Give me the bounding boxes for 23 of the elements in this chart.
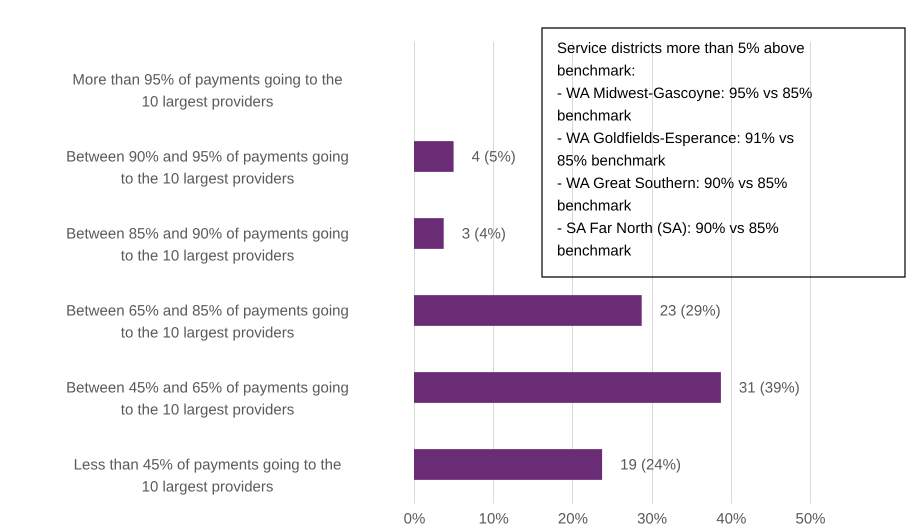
- y-tick-label: Between 65% and 85% of payments going to the 10 largest providers: [66, 302, 349, 342]
- x-tick-label: 30%: [637, 510, 668, 526]
- x-tick-label: 20%: [558, 510, 588, 526]
- data-label: 19 (24%): [620, 456, 681, 474]
- bar: [414, 372, 721, 403]
- x-tick-label: 10%: [478, 510, 509, 526]
- x-tick-label: 0%: [404, 510, 426, 526]
- bar: [414, 141, 454, 172]
- data-label: 4 (5%): [472, 148, 516, 166]
- bar: [414, 218, 444, 249]
- data-label: 3 (4%): [462, 226, 506, 242]
- data-label: 31 (39%): [738, 380, 800, 396]
- bar: [414, 295, 642, 326]
- x-tick-label: 50%: [795, 510, 826, 526]
- y-tick-label: Between 90% and 95% of payments going to the 10 largest providers: [66, 148, 349, 188]
- y-tick-label: Less than 45% of payments going to the 10 largest providers: [74, 456, 342, 496]
- y-tick-label: More than 95% of payments going to the 10 largest providers: [72, 72, 343, 110]
- text: Service districts more than 5% above benchmark: - WA Midwest-Gascoyne: 95% vs 85% benchmark - WA Goldfields-Esperance: 91% vs 85% benchmark - WA Great Southern: 90% vs 85% benchmark - SA Far North (SA): 90% vs 85% benchmark: [557, 40, 812, 260]
- data-label: 23 (29%): [660, 302, 721, 320]
- x-tick-label: 40%: [716, 510, 746, 526]
- y-tick-label: Between 85% and 90% of payments going to the 10 largest providers: [66, 226, 349, 264]
- y-tick-label: Between 45% and 65% of payments going to the 10 largest providers: [66, 380, 349, 418]
- bar: [414, 449, 602, 480]
